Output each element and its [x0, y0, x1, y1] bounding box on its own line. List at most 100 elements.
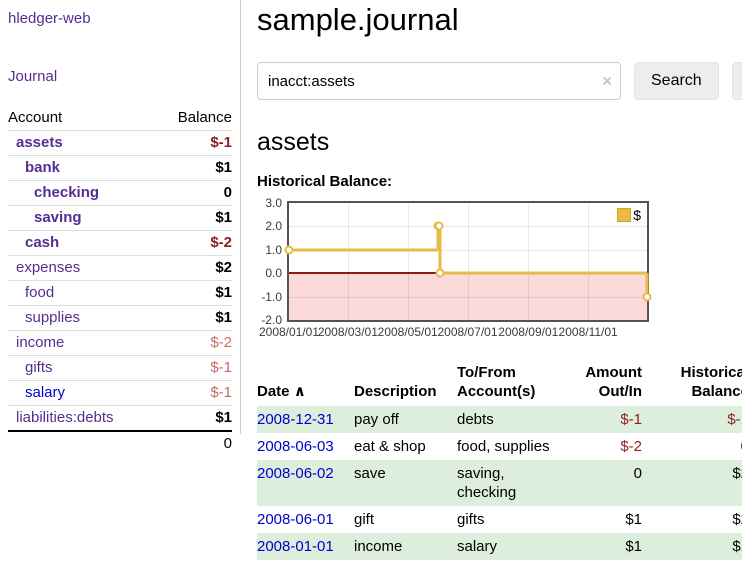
account-row: income $-2	[8, 330, 232, 356]
x-axis-tick-label: 2008/03/01	[317, 325, 378, 339]
transaction-balance: $-1	[727, 411, 742, 428]
accounts-total-spacer	[8, 430, 156, 456]
register-row: 2008-06-03 eat & shop food, supplies $-2 0	[257, 433, 742, 460]
account-balance: $1	[155, 280, 232, 306]
transaction-date-link[interactable]: 2008-06-02	[257, 465, 334, 482]
register-row: 2008-06-02 save saving, checking 0 $2	[257, 460, 742, 506]
account-link[interactable]: gifts	[25, 359, 53, 376]
account-link[interactable]: expenses	[16, 259, 81, 276]
chart-title: Historical Balance:	[257, 173, 393, 190]
transaction-accounts: food, supplies	[457, 438, 550, 455]
x-axis-tick-label: 2008/01/01	[258, 325, 320, 339]
series-line-segment	[440, 271, 647, 275]
account-row: saving $1	[8, 205, 232, 231]
register-header-description: Description	[354, 383, 437, 400]
series-line-segment	[438, 226, 442, 274]
transaction-amount: $1	[625, 511, 642, 528]
chart-plot: $	[284, 201, 652, 322]
account-balance: $2	[155, 255, 232, 281]
transaction-date-link[interactable]: 2008-06-03	[257, 438, 334, 455]
chart-legend: $	[617, 207, 641, 223]
account-balance: $-1	[155, 355, 232, 381]
y-axis-tick-label: 0.0	[265, 266, 282, 281]
y-axis-tick-label: -1.0	[261, 289, 282, 304]
data-point-marker	[642, 292, 652, 302]
x-gridline	[467, 203, 469, 320]
accounts-total-row: 0	[8, 430, 232, 456]
x-gridline	[347, 203, 349, 320]
transaction-accounts: gifts	[457, 511, 485, 528]
y-gridline	[289, 249, 647, 251]
register-row: 2008-06-01 gift gifts $1 $2	[257, 506, 742, 533]
account-link[interactable]: liabilities:debts	[16, 409, 114, 426]
balance-chart: $ 3.0 2.0 1.0 0.0 -1.0 -2.0 2008/01/01 2008/03/…	[257, 196, 742, 343]
sidebar: hledger-web Journal Account Balance asse…	[0, 0, 241, 456]
account-link[interactable]: salary	[25, 384, 66, 401]
account-balance: $1	[155, 155, 232, 181]
accounts-header-balance: Balance	[177, 109, 232, 126]
account-link[interactable]: checking	[34, 184, 100, 201]
register-header-balance: Historical Balance	[680, 364, 742, 400]
account-row: assets $-1	[8, 130, 232, 156]
accounts-total-value: 0	[155, 430, 232, 456]
sort-ascending-icon: ∧	[293, 383, 306, 400]
account-row: cash $-2	[8, 230, 232, 256]
register-table-header: Date ∧ Description To/From Account(s) Am…	[257, 361, 742, 406]
series-line-segment	[645, 273, 649, 297]
negative-balance-region	[289, 273, 647, 320]
search-button[interactable]: Search	[634, 62, 719, 100]
accounts-header-account: Account	[8, 109, 63, 126]
account-row: expenses $2	[8, 255, 232, 281]
y-gridline	[289, 226, 647, 228]
account-balance: $-1	[155, 380, 232, 406]
transaction-accounts: saving, checking	[457, 465, 517, 501]
transaction-accounts: salary	[457, 538, 498, 555]
account-balance: $1	[155, 405, 232, 431]
sidebar-item-journal[interactable]: Journal	[8, 68, 58, 85]
account-link[interactable]: bank	[25, 159, 61, 176]
account-row: supplies $1	[8, 305, 232, 331]
transaction-balance: $2	[732, 465, 742, 482]
y-axis-tick-label: 3.0	[265, 196, 282, 210]
app-title-link[interactable]: hledger-web	[8, 10, 91, 27]
x-gridline	[528, 203, 530, 320]
account-balance: 0	[155, 180, 232, 206]
transaction-balance: $1	[732, 538, 742, 555]
transaction-date-link[interactable]: 2008-06-01	[257, 511, 334, 528]
register-header-date[interactable]: Date ∧	[257, 383, 306, 400]
transaction-date-link[interactable]: 2008-12-31	[257, 411, 334, 428]
account-link[interactable]: saving	[34, 209, 82, 226]
account-link[interactable]: food	[25, 284, 55, 301]
transaction-balance: 0	[650, 433, 742, 460]
transaction-amount: 0	[633, 465, 642, 482]
search-bar: × Search ?	[257, 62, 742, 100]
data-point-marker	[434, 221, 444, 231]
transaction-amount: $1	[625, 538, 642, 555]
help-button[interactable]: ?	[731, 62, 742, 100]
register-row: 2008-01-01 income salary $1 $1	[257, 533, 742, 560]
register-header-amount: Amount Out/In	[585, 364, 642, 400]
accounts-table: Account Balance assets $-1 bank $1 checking 0…	[8, 106, 232, 456]
account-link[interactable]: income	[16, 334, 65, 351]
clear-search-icon[interactable]: ×	[602, 71, 612, 91]
account-row: liabilities:debts $1	[8, 405, 232, 431]
account-link[interactable]: cash	[25, 234, 60, 251]
transaction-accounts: debts	[457, 411, 494, 428]
y-axis-tick-label: 1.0	[265, 242, 282, 257]
transaction-amount: $-2	[620, 438, 642, 455]
data-point-marker	[435, 268, 445, 278]
account-row: food $1	[8, 280, 232, 306]
account-row: checking 0	[8, 180, 232, 206]
transaction-description: save	[354, 465, 386, 482]
legend-swatch-icon	[617, 208, 632, 222]
search-input[interactable]	[257, 62, 621, 100]
account-balance: $-1	[155, 130, 232, 156]
page-title: sample.journal	[257, 2, 459, 37]
main-content: sample.journal × Search ? assets Histori…	[241, 0, 742, 582]
account-link[interactable]: assets	[16, 134, 63, 151]
y-axis-tick-label: -2.0	[261, 313, 282, 327]
account-link[interactable]: supplies	[25, 309, 81, 326]
transaction-date-link[interactable]: 2008-01-01	[257, 538, 334, 555]
transaction-balance: $2	[732, 511, 742, 528]
data-point-marker	[284, 245, 294, 255]
